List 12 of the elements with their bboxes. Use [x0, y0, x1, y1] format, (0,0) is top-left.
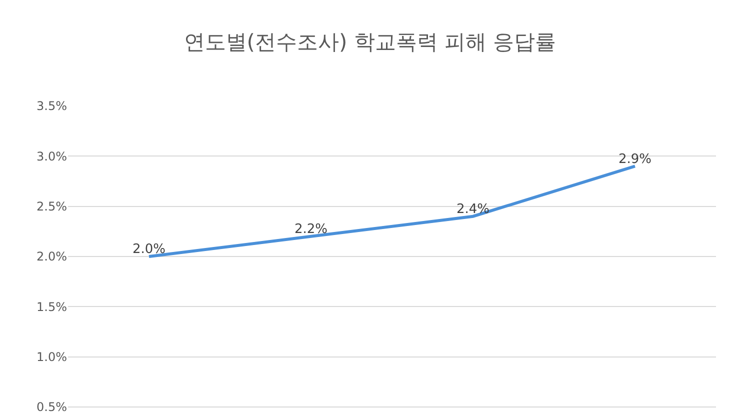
y-tick-label: 2.5%	[36, 200, 67, 214]
y-tick-label: 3.0%	[36, 149, 67, 164]
data-label: 2.4%	[456, 202, 490, 218]
data-label: 2.9%	[618, 152, 652, 167]
chart-title: 연도별(전수조사) 학교폭력 피해 응답률	[184, 30, 556, 54]
y-tick-label: 1.5%	[36, 300, 67, 314]
y-tick-label: 0.5%	[36, 400, 67, 414]
data-label: 2.2%	[294, 222, 328, 238]
y-tick-label: 1.0%	[36, 350, 67, 364]
y-tick-label: 2.0%	[36, 250, 67, 264]
data-label: 2.0%	[132, 242, 166, 258]
y-tick-label: 3.5%	[36, 99, 67, 114]
